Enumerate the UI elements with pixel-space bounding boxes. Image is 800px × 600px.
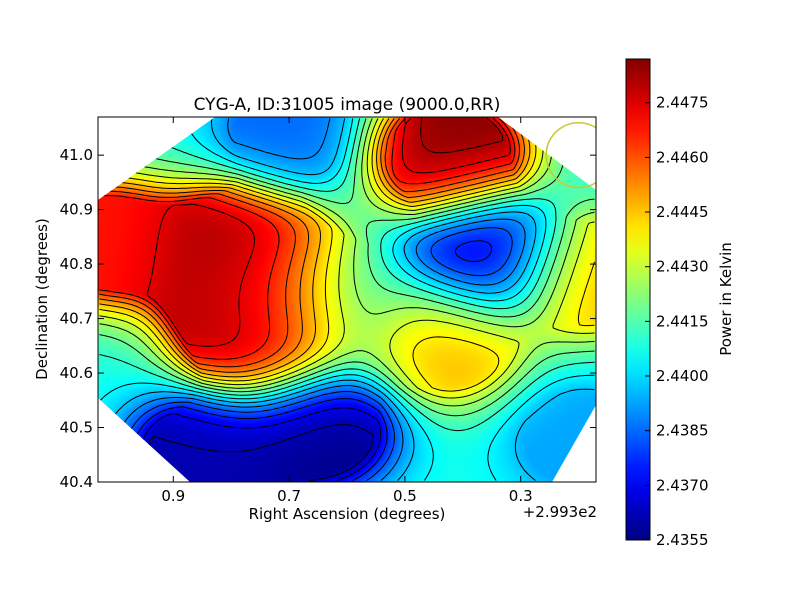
x-tick-label: 0.3 <box>509 487 533 505</box>
y-axis-ticks: 40.4 40.5 40.6 40.7 40.8 40.9 41.0 <box>60 146 596 491</box>
colorbar-tick-label: 2.4475 <box>656 94 709 112</box>
y-axis-label: Declination (degrees) <box>33 218 51 380</box>
contour-level-7 <box>99 118 595 432</box>
colorbar-ticks: 2.4355 2.4370 2.4385 2.4400 2.4415 2.4430 2.44… <box>645 94 709 549</box>
colorbar-label: Power in Kelvin <box>717 242 735 356</box>
colorbar-frame <box>625 58 651 541</box>
colorbar-tick-label: 2.4355 <box>656 531 709 549</box>
contour-lines <box>99 118 595 481</box>
colorbar-tick-label: 2.4370 <box>656 476 709 494</box>
y-tick-label: 40.9 <box>60 201 93 219</box>
x-axis-ticks: 0.9 0.7 0.5 0.3 <box>161 117 533 505</box>
colorbar-tick-label: 2.4400 <box>656 367 709 385</box>
contour-level-10 <box>99 118 595 399</box>
contour-level-3 <box>123 227 513 481</box>
contour-level-9 <box>99 118 595 407</box>
x-axis-label: Right Ascension (degrees) <box>249 505 446 523</box>
y-tick-label: 40.5 <box>60 419 93 437</box>
colorbar-gradient <box>626 59 650 540</box>
y-tick-label: 40.6 <box>60 364 93 382</box>
colorbar-tick-label: 2.4460 <box>656 148 709 166</box>
contour-level-15 <box>99 118 516 360</box>
contour-level-14 <box>99 118 520 368</box>
contour-level-8 <box>99 118 595 417</box>
x-tick-label: 0.5 <box>393 487 417 505</box>
colorbar-tick-label: 2.4445 <box>656 203 709 221</box>
plot-frame <box>97 116 597 483</box>
colorbar-tick-label: 2.4430 <box>656 258 709 276</box>
plot-area: 0.9 0.7 0.5 0.3 40.4 40.5 40.6 40.7 40.8 40.9 41.… <box>60 116 597 505</box>
x-tick-label: 0.9 <box>161 487 185 505</box>
x-tick-label: 0.7 <box>277 487 301 505</box>
x-axis-offset: +2.993e2 <box>523 503 597 521</box>
colorbar-tick-label: 2.4385 <box>656 422 709 440</box>
y-tick-label: 41.0 <box>60 146 93 164</box>
colorbar-tick-label: 2.4415 <box>656 312 709 330</box>
beam-circle <box>545 121 596 189</box>
y-tick-label: 40.7 <box>60 310 93 328</box>
colorbar: 2.4355 2.4370 2.4385 2.4400 2.4415 2.4430 2.44… <box>625 58 735 549</box>
contour-level-12 <box>99 118 531 378</box>
chart-title: CYG-A, ID:31005 image (9000.0,RR) <box>194 95 501 115</box>
contour-level-16 <box>146 118 511 347</box>
y-tick-label: 40.8 <box>60 255 93 273</box>
y-tick-label: 40.4 <box>60 473 93 491</box>
contour-level-17 <box>420 118 504 154</box>
